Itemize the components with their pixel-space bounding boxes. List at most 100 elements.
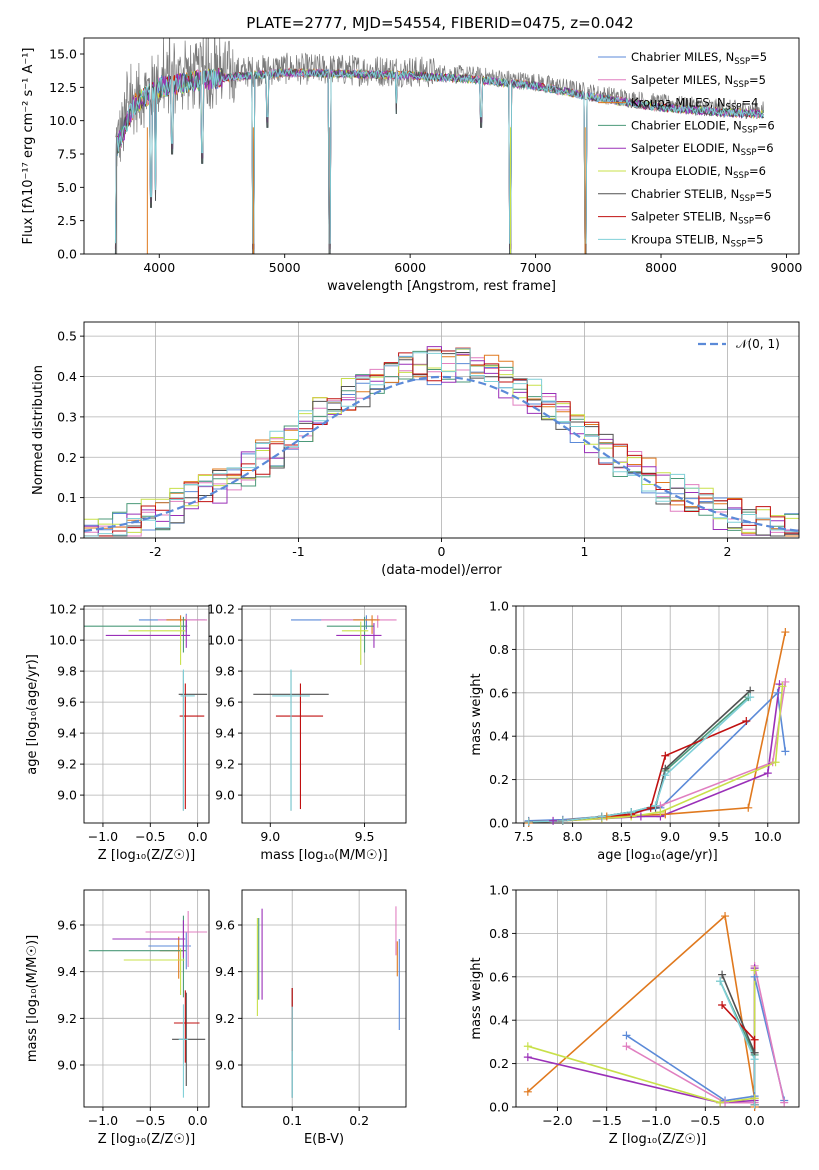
- y-tick-label: 5.0: [57, 180, 77, 195]
- errorbar-point: [145, 911, 208, 967]
- x-axis-label: Z [log₁₀(Z/Z☉)]: [98, 1132, 195, 1147]
- y-tick-label: 9.4: [215, 726, 235, 741]
- y-tick-label: 9.6: [57, 695, 77, 710]
- weight-marker: [661, 771, 670, 780]
- y-tick-label: 9.0: [57, 788, 77, 803]
- x-tick-label: 0.0: [745, 1113, 765, 1128]
- y-axis-label: age [log₁₀(age/yr)]: [25, 654, 40, 775]
- weight-marker: [773, 688, 782, 697]
- x-tick-label: 0.0: [188, 1113, 208, 1128]
- age-vs-Z-plot-area: [84, 613, 208, 811]
- spectrum-plot-area: [114, 38, 765, 254]
- weight-marker: [661, 810, 670, 819]
- x-tick-label: 9.0: [660, 829, 680, 844]
- x-tick-label: 0: [438, 544, 446, 559]
- y-tick-label: 12.5: [49, 80, 77, 95]
- errorbar-point: [123, 948, 185, 995]
- y-tick-label: 9.2: [215, 757, 235, 772]
- y-tick-label: 15.0: [49, 47, 77, 62]
- x-tick-label: −1.0: [88, 829, 118, 844]
- y-tick-label: 0.0: [489, 816, 509, 831]
- spectrum-panel: 4000 5000 6000 7000 8000 9000 0.0 2.5 5.0 7.5 10.0…: [21, 37, 802, 294]
- x-tick-label: 0.2: [349, 1113, 369, 1128]
- histogram-step-line: [84, 348, 799, 538]
- histogram-step-line: [84, 347, 799, 538]
- normal-reference-curve: [84, 375, 799, 532]
- y-tick-label: 2.5: [57, 213, 77, 228]
- x-tick-label: −0.5: [690, 1113, 720, 1128]
- y-tick-label: 0.1: [57, 490, 77, 505]
- errorbar-point: [173, 990, 200, 1063]
- y-tick-label: 9.4: [57, 964, 77, 979]
- model-spectrum-line: [114, 68, 765, 244]
- weight-marker: [558, 816, 567, 825]
- weight-vs-age-frame: [515, 605, 800, 824]
- errorbar-point: [112, 920, 186, 958]
- spectrum-legend: Chabrier MILES, NSSP=5 Salpeter MILES, NS…: [598, 50, 775, 249]
- y-axis-label: Flux [fλ10⁻¹⁷ erg cm⁻² s⁻¹ A⁻¹]: [21, 48, 36, 245]
- legend-entry: Kroupa STELIB, NSSP=5: [631, 232, 763, 249]
- weight-marker: [523, 1042, 532, 1051]
- weight-marker: [721, 912, 730, 921]
- errorbar-point: [272, 669, 310, 811]
- legend-subscript: SSP: [738, 217, 754, 227]
- errorbar-point: [336, 623, 382, 648]
- mass-vs-EBV-plot-area: [256, 906, 400, 1098]
- weight-marker: [781, 677, 790, 686]
- weight-marker: [523, 1087, 532, 1096]
- weight-marker: [646, 803, 655, 812]
- age-vs-mass-panel: 9.0 9.5 9.0 9.2 9.4 9.6 9.8 10.0 10.2 mass [log₁₀…: [207, 602, 407, 863]
- legend-value: =6: [757, 141, 774, 155]
- mass-vs-EBV-frame: [241, 889, 407, 1108]
- y-tick-label: 7.5: [57, 147, 77, 162]
- weight-marker: [549, 816, 558, 825]
- x-tick-label: 8.5: [611, 829, 631, 844]
- residuals-plot-area: [84, 346, 799, 538]
- y-tick-label: 1.0: [489, 599, 509, 614]
- weight-marker: [716, 1098, 725, 1107]
- y-tick-label: 0.4: [489, 1013, 509, 1028]
- x-tick-label: -2: [149, 544, 161, 559]
- x-tick-label: −2.0: [542, 1113, 572, 1128]
- y-tick-label: 9.0: [57, 1058, 77, 1073]
- x-axis-label: Z [log₁₀(Z/Z☉)]: [609, 1132, 706, 1147]
- y-tick-label: 10.0: [207, 633, 235, 648]
- weight-marker: [656, 808, 665, 817]
- y-axis-label: mass weight: [469, 957, 484, 1039]
- y-tick-label: 9.2: [57, 757, 77, 772]
- mass-vs-EBV-panel: 0.1 0.2 9.0 9.2 9.4 9.6 E(B-V): [215, 889, 407, 1147]
- legend-value: =6: [758, 118, 775, 132]
- weight-marker: [716, 977, 725, 986]
- weight-marker: [778, 682, 787, 691]
- x-tick-label: 8000: [645, 260, 677, 275]
- weight-marker: [661, 751, 670, 760]
- mass-vs-Z-plot-area: [88, 911, 208, 1098]
- y-tick-label: 0.6: [489, 969, 509, 984]
- y-tick-label: 1.0: [489, 883, 509, 898]
- weight-marker: [524, 817, 533, 826]
- weight-vs-Z-panel: −2.0 −1.5 −1.0 −0.5 0.0 0.0 0.2 0.4 0.6 0.8 1.0 Z […: [469, 883, 800, 1147]
- y-tick-label: 0.0: [57, 531, 77, 546]
- weight-vs-Z-frame: [515, 889, 800, 1108]
- y-tick-label: 0.8: [489, 926, 509, 941]
- errorbar-point: [341, 621, 369, 665]
- weight-marker: [622, 1031, 631, 1040]
- y-tick-label: 9.4: [215, 964, 235, 979]
- x-tick-label: 1: [581, 544, 589, 559]
- errorbar-point: [180, 669, 195, 811]
- weight-marker: [750, 1035, 759, 1044]
- x-axis-label: Z [log₁₀(Z/Z☉)]: [98, 848, 195, 863]
- weight-marker: [781, 747, 790, 756]
- weight-marker: [597, 812, 606, 821]
- y-tick-label: 9.4: [57, 726, 77, 741]
- y-axis-label: mass weight: [469, 673, 484, 755]
- y-tick-label: 9.8: [215, 664, 235, 679]
- x-tick-label: −0.5: [135, 829, 165, 844]
- x-axis-label: mass [log₁₀(M/M☉)]: [260, 848, 387, 863]
- mass-vs-Z-panel: −1.0 −0.5 0.0 9.0 9.2 9.4 9.6 Z [log₁₀(Z/Z☉)] ma…: [25, 889, 210, 1147]
- y-tick-label: 9.0: [215, 1058, 235, 1073]
- x-tick-label: 0.1: [282, 1113, 302, 1128]
- legend-value: =6: [749, 164, 766, 178]
- x-tick-label: 5000: [269, 260, 301, 275]
